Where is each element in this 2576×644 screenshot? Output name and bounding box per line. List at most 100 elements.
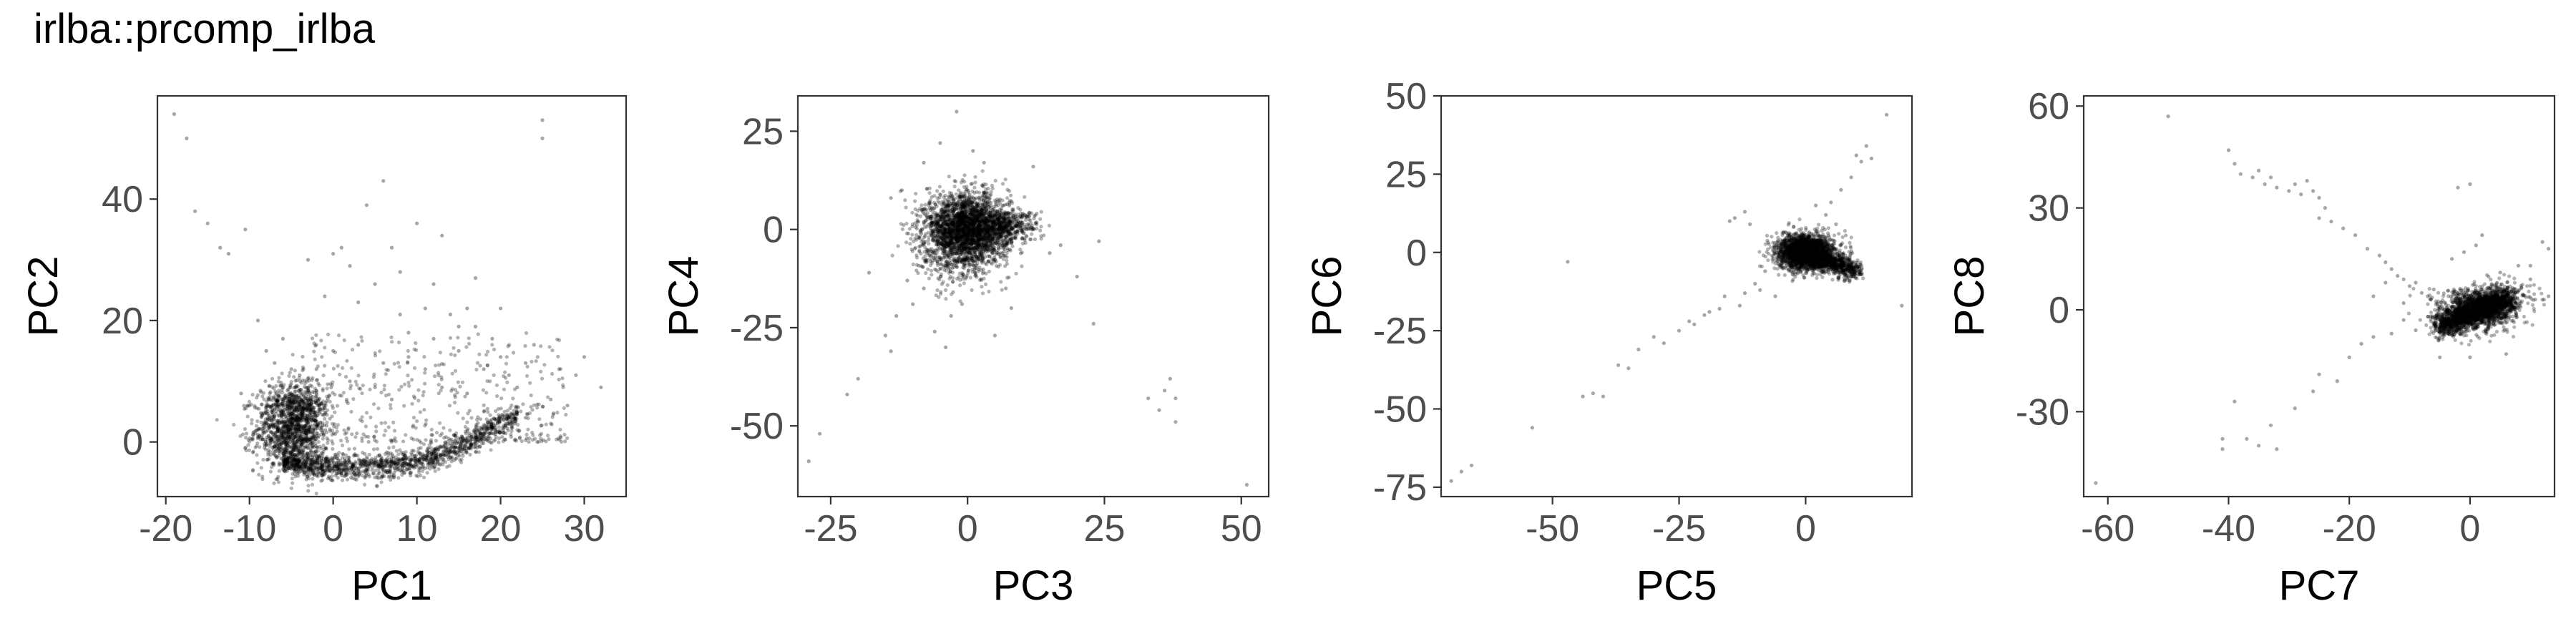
data-point [286,387,291,392]
data-point [313,357,317,361]
data-point [428,467,432,471]
data-point [301,408,306,412]
data-point [416,399,421,403]
data-point [315,378,319,382]
data-point [298,464,303,469]
data-point [280,451,286,455]
data-point [334,461,338,466]
data-point [402,404,406,408]
data-point [289,396,293,401]
data-point [258,434,262,438]
data-point [343,471,348,476]
data-point [392,361,396,366]
data-point [295,399,300,403]
data-point [316,364,320,369]
data-point [293,424,298,429]
data-point [291,416,296,421]
data-point [308,464,313,469]
data-point [293,434,297,439]
data-point [305,403,309,408]
data-point [260,411,264,416]
data-point [297,401,301,406]
data-point [281,431,286,436]
data-point [336,462,341,467]
data-point [303,469,308,474]
data-point [490,336,494,341]
data-point [474,436,478,441]
data-point [255,396,259,400]
data-point [371,465,375,470]
data-point [467,341,472,346]
data-point [270,408,274,412]
data-point [299,411,303,416]
data-point [299,407,303,411]
data-point [286,462,290,466]
data-point [302,401,306,406]
data-point [337,451,341,455]
data-point [306,435,310,440]
data-point [316,471,321,475]
data-point [511,396,515,401]
data-point [285,396,290,401]
data-point [903,198,907,203]
data-point [268,395,272,399]
data-point [404,464,409,469]
data-point [293,433,297,437]
data-point [404,461,408,465]
data-point [509,412,514,416]
data-point [279,397,283,401]
data-point [353,477,357,482]
data-point [328,393,332,398]
data-point [276,421,281,426]
data-point [321,452,325,456]
data-point [524,438,528,443]
data-point [297,426,301,431]
data-point [289,417,293,421]
data-point [308,423,313,427]
data-point [417,451,421,455]
data-point [291,438,296,442]
data-point [941,189,945,193]
data-point [276,424,280,429]
data-point [275,477,280,482]
data-point [441,445,445,449]
data-point [311,405,316,410]
data-point [265,435,269,440]
data-point [456,380,461,384]
data-point [280,401,284,406]
data-point [376,464,380,469]
data-point [303,390,307,394]
data-point [503,437,507,442]
data-point [429,452,434,457]
data-point [331,348,336,353]
data-point [293,458,297,462]
data-point [387,469,392,473]
data-point [272,481,276,486]
data-point [286,411,290,416]
data-point [288,426,293,431]
data-point [479,426,484,431]
data-point [304,431,308,436]
data-point [283,445,288,449]
data-point [364,203,369,208]
data-point [297,395,301,400]
data-point [326,468,331,472]
data-point [373,438,377,442]
data-point [280,384,284,388]
data-point [247,399,251,404]
data-point [307,403,311,407]
data-point [582,355,587,359]
data-point [291,399,296,404]
data-point [305,392,309,396]
data-point [298,460,303,464]
data-point [400,457,405,462]
data-point [284,464,288,468]
data-point [417,470,421,474]
data-point [494,426,498,431]
data-point [288,437,292,441]
data-point [293,458,297,462]
data-point [366,462,370,466]
data-point [301,409,305,413]
data-point [295,423,299,427]
data-point [316,474,320,479]
